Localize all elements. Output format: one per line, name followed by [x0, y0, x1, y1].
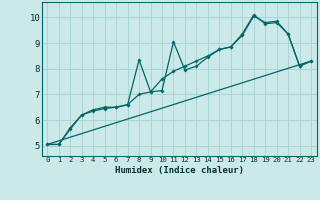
X-axis label: Humidex (Indice chaleur): Humidex (Indice chaleur) [115, 166, 244, 175]
